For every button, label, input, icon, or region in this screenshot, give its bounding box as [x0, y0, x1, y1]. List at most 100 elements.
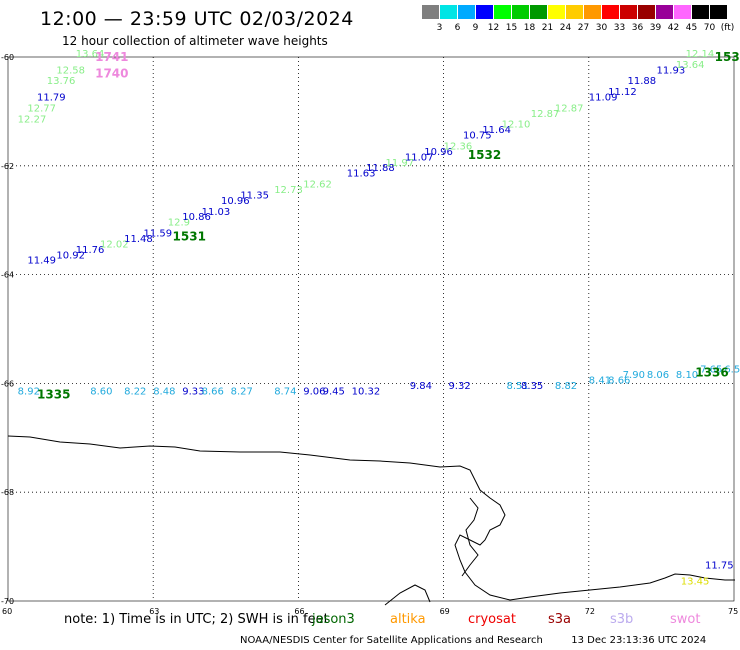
lat-tick-label: -62	[1, 162, 14, 171]
pass-label: 1336	[695, 366, 728, 380]
scale-swatch	[476, 5, 493, 19]
scale-tick-label: 3	[436, 23, 443, 33]
pass-label: 1531	[173, 230, 206, 244]
lon-tick-label: 69	[440, 607, 450, 616]
wave-height-label: 8.60	[90, 386, 112, 397]
wave-height-label: 13.64	[76, 49, 105, 60]
scale-tick-label: 30	[595, 23, 608, 33]
lon-tick-label: 72	[585, 607, 595, 616]
lon-tick-label: 66	[294, 607, 304, 616]
wave-height-label: 8.66	[608, 375, 630, 386]
scale-tick-label: 9	[472, 23, 479, 33]
scale-swatch	[512, 5, 529, 19]
legend-item-jason3: jason3	[312, 612, 355, 627]
wave-height-label: 11.35	[240, 190, 269, 201]
lon-tick-label: 60	[2, 607, 12, 616]
wave-height-label: 11.59	[144, 229, 173, 240]
scale-swatch	[494, 5, 511, 19]
footer-credit: NOAA/NESDIS Center for Satellite Applica…	[240, 635, 543, 646]
wave-height-label: 8.48	[153, 386, 175, 397]
wave-height-label: 10.96	[424, 147, 453, 158]
wave-height-label: 8.51	[507, 381, 529, 392]
wave-height-label: 12.73	[274, 185, 303, 196]
wave-height-label: 12.02	[100, 239, 129, 250]
scale-tick-label: 45	[685, 23, 698, 33]
scale-swatch	[674, 5, 691, 19]
wave-height-label: 12.9	[168, 218, 190, 229]
scale-swatch	[656, 5, 673, 19]
scale-swatch	[710, 5, 727, 19]
scale-tick-label: 42	[667, 23, 680, 33]
lat-tick-label: -60	[1, 53, 14, 62]
wave-height-label: 9.33	[182, 386, 204, 397]
pass-label: 153	[715, 50, 740, 64]
page-subtitle: 12 hour collection of altimeter wave hei…	[62, 34, 328, 48]
wave-height-label: 10.75	[463, 131, 492, 142]
wave-height-label: 11.63	[347, 169, 376, 180]
footer-timestamp: 13 Dec 23:13:36 UTC 2024	[571, 635, 707, 646]
wave-height-label: 11.93	[657, 65, 686, 76]
wave-height-label: 11.75	[705, 560, 734, 571]
scale-tick-label: 36	[631, 23, 644, 33]
wave-height-label: 9.32	[448, 381, 470, 392]
wave-height-label: 7.90	[623, 370, 645, 381]
scale-swatch	[602, 5, 619, 19]
scale-tick-label: 27	[577, 23, 590, 33]
wave-height-label: 11.09	[589, 93, 618, 104]
scale-tick-label: 15	[505, 23, 518, 33]
wave-height-label: 10.32	[352, 386, 381, 397]
wave-height-label: 11.12	[608, 87, 637, 98]
footer: NOAA/NESDIS Center for Satellite Applica…	[240, 635, 706, 646]
wave-height-label: 11.48	[124, 234, 153, 245]
lat-tick-label: -70	[1, 597, 14, 606]
scale-swatch	[566, 5, 583, 19]
scale-swatch	[584, 5, 601, 19]
pass-label: 1335	[37, 387, 70, 401]
wave-height-label: 8.10	[676, 370, 698, 381]
wave-height-label: 11.64	[482, 125, 511, 136]
wave-height-label: 11.79	[37, 93, 66, 104]
wave-height-label: 8.35	[521, 381, 543, 392]
scale-swatch	[422, 5, 439, 19]
wave-height-label: 11.88	[366, 163, 395, 174]
wave-height-label: 8.66	[202, 386, 224, 397]
wave-height-label: 11.76	[76, 245, 105, 256]
scale-tick-label: 18	[523, 23, 536, 33]
wave-height-label: 9.06	[303, 386, 325, 397]
scale-tick-label: 39	[649, 23, 662, 33]
wave-height-label: 13.76	[47, 76, 76, 87]
scale-swatch	[692, 5, 709, 19]
coastline-lower	[384, 584, 431, 606]
wave-height-label: 10.96	[221, 196, 250, 207]
scale-tick-label: 6	[454, 23, 461, 33]
wave-height-label: 12.77	[27, 103, 56, 114]
lon-tick-label: 75	[728, 607, 738, 616]
wave-height-label: 9.45	[323, 386, 345, 397]
lon-tick-label: 63	[149, 607, 159, 616]
wave-height-label: 8.82	[555, 381, 577, 392]
wave-height-label: 12.14	[686, 49, 715, 60]
pass-label: 1741	[95, 50, 128, 64]
legend-item-cryosat: cryosat	[468, 612, 516, 627]
map-grid: 60 63 66 69 72 75 -60 -62 -64 -66 -68 -70	[1, 53, 738, 616]
wave-height-label: 8.92	[18, 386, 40, 397]
scale-swatch	[638, 5, 655, 19]
map-frame	[7, 56, 735, 602]
scale-tick-label: 21	[541, 23, 554, 33]
lat-tick-label: -66	[1, 379, 14, 388]
wave-height-label: 10.86	[182, 212, 211, 223]
wave-height-label: 8.74	[274, 386, 296, 397]
wave-height-label: 8.27	[231, 386, 253, 397]
wave-height-label: 11.97	[386, 158, 415, 169]
wave-height-label: 12.58	[56, 65, 85, 76]
lat-tick-label: -64	[1, 271, 14, 280]
scale-swatch	[458, 5, 475, 19]
wave-height-label: 12.87	[531, 109, 560, 120]
wave-height-label: 11.49	[27, 256, 56, 267]
coastline	[7, 435, 735, 601]
scale-tick-label: 12	[487, 23, 500, 33]
wave-height-label: 7.65	[700, 365, 722, 376]
pass-label: 1532	[468, 148, 501, 162]
